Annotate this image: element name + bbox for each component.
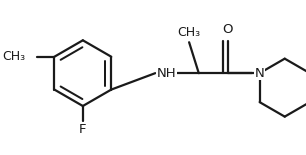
Text: N: N [255, 67, 264, 80]
Text: CH₃: CH₃ [2, 50, 25, 63]
Text: NH: NH [157, 67, 177, 80]
Text: N: N [255, 67, 264, 80]
Text: F: F [79, 123, 87, 136]
Text: O: O [222, 23, 233, 36]
Text: CH₃: CH₃ [177, 26, 201, 39]
